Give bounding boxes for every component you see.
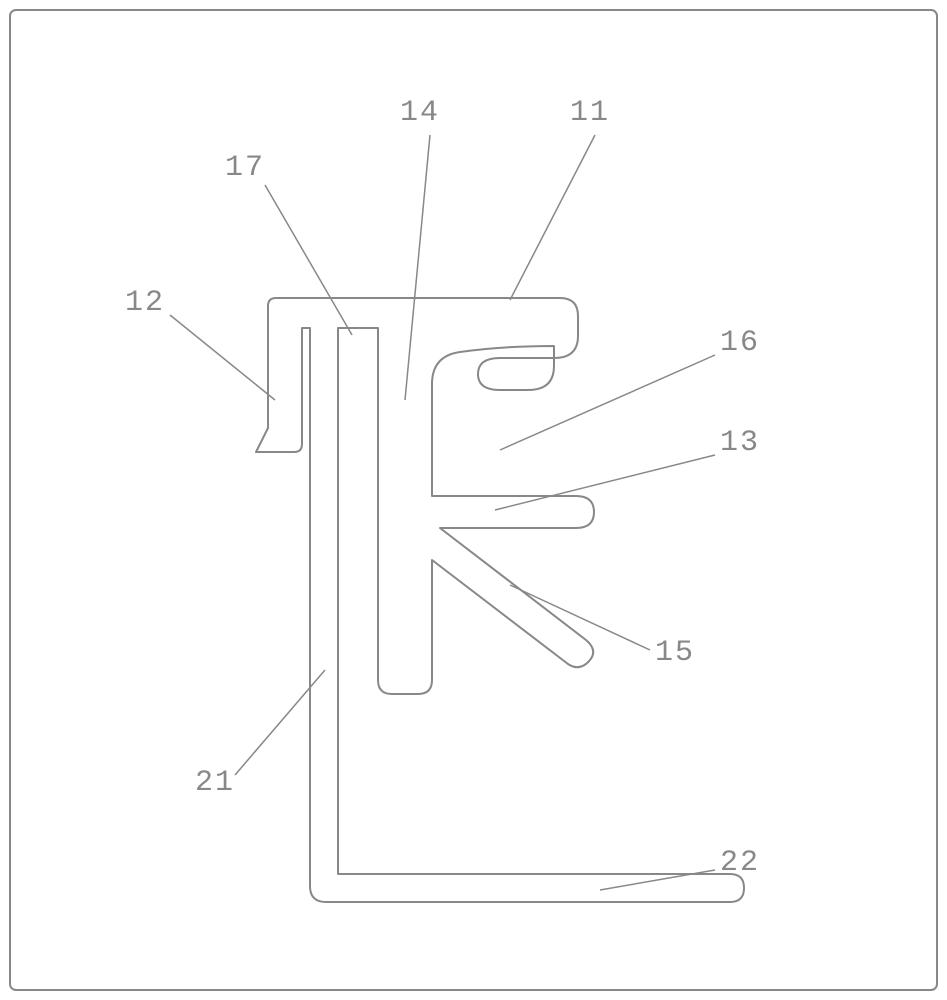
callout-16: 16 [720,326,760,360]
callout-21: 21 [195,766,235,800]
diagram-canvas: 17 14 11 12 16 13 15 21 22 [0,0,947,1000]
callout-11: 11 [570,96,610,130]
callout-17: 17 [225,151,265,185]
leader-line-14 [405,135,430,400]
callout-22: 22 [720,846,760,880]
leader-line-17 [265,185,352,335]
leader-line-16 [500,355,715,450]
callout-15: 15 [655,636,695,670]
callout-14: 14 [400,96,440,130]
leader-line-11 [510,135,595,300]
callout-labels: 17 14 11 12 16 13 15 21 22 [125,96,760,890]
leader-line-21 [235,670,325,775]
leader-line-15 [510,585,650,650]
profile-cross-section [256,298,744,902]
leader-line-12 [170,315,275,400]
callout-12: 12 [125,286,165,320]
leader-line-13 [495,455,715,510]
outer-frame [10,10,937,990]
profile-outline [256,298,744,902]
callout-13: 13 [720,426,760,460]
